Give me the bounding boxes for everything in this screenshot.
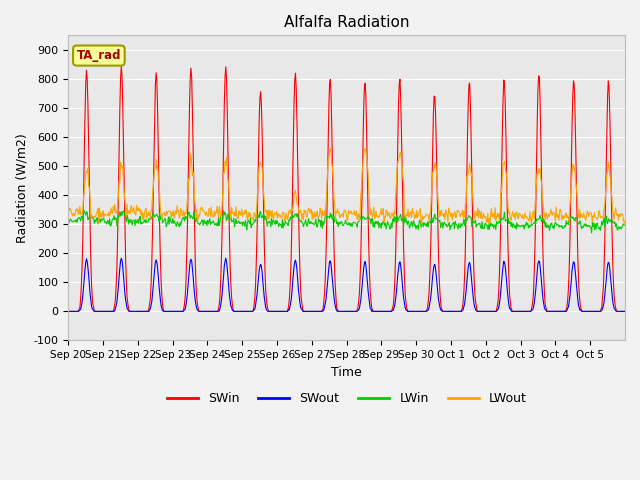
LWin [282, 218, 289, 224]
LWout [232, 204, 240, 210]
SWout [282, 309, 289, 314]
Y-axis label: Radiation (W/m2): Radiation (W/m2) [15, 133, 28, 243]
Line: SWout: SWout [68, 258, 625, 312]
SWin [65, 309, 72, 314]
LWin [621, 222, 629, 228]
SWin [233, 309, 241, 314]
LWout [65, 211, 72, 217]
LWin [81, 208, 88, 214]
LWout [405, 213, 413, 219]
LWin [436, 217, 444, 223]
Line: SWin: SWin [68, 67, 625, 312]
SWin [117, 64, 125, 70]
LWin [405, 219, 413, 225]
SWout [65, 309, 72, 314]
X-axis label: Time: Time [332, 366, 362, 379]
LWout [281, 218, 289, 224]
SWout [233, 309, 241, 314]
Line: LWout: LWout [68, 149, 625, 224]
SWout [405, 309, 413, 314]
SWin [131, 309, 138, 314]
LWout [621, 221, 629, 227]
SWin [405, 309, 413, 314]
LWout [436, 208, 444, 214]
Text: TA_rad: TA_rad [77, 49, 121, 62]
LWin [260, 213, 268, 218]
SWout [130, 309, 138, 314]
LWin [588, 230, 595, 236]
LWin [131, 217, 138, 223]
SWin [282, 309, 289, 314]
Line: LWin: LWin [68, 211, 625, 233]
SWin [436, 289, 444, 295]
LWin [233, 220, 241, 226]
SWout [260, 294, 268, 300]
SWout [436, 304, 444, 310]
LWout [326, 146, 334, 152]
Legend: SWin, SWout, LWin, LWout: SWin, SWout, LWin, LWout [162, 387, 532, 410]
SWout [222, 255, 230, 261]
Title: Alfalfa Radiation: Alfalfa Radiation [284, 15, 410, 30]
SWout [621, 309, 629, 314]
LWout [260, 188, 268, 194]
LWout [130, 204, 138, 210]
SWin [621, 309, 629, 314]
LWin [65, 216, 72, 222]
SWin [260, 240, 268, 246]
